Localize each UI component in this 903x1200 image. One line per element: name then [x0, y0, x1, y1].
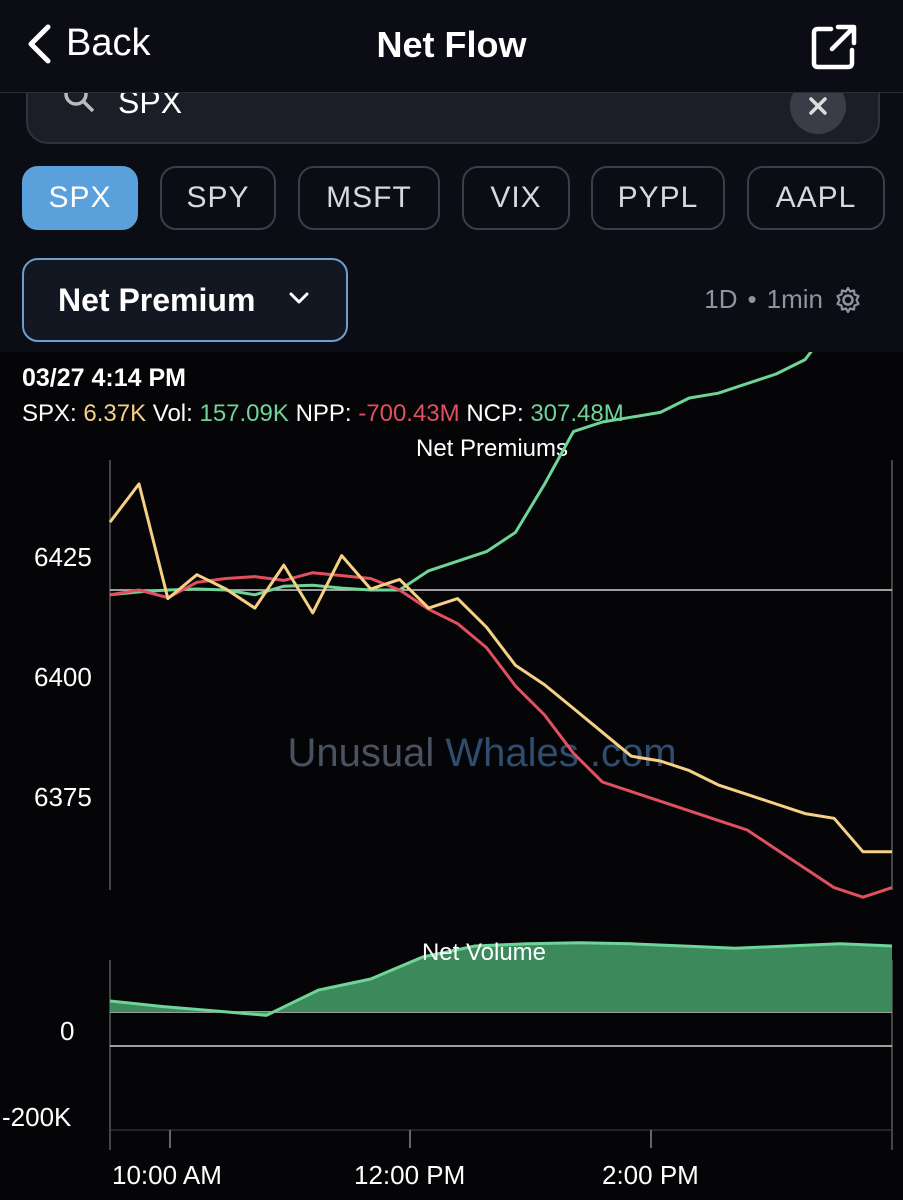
- crosshair-values: SPX: 6.37K Vol: 157.09K NPP: -700.43M NC…: [22, 400, 624, 428]
- timeframe-setting[interactable]: 1D • 1min: [704, 284, 863, 315]
- series-line-ncp: [109, 352, 813, 597]
- chevron-down-icon: [289, 292, 309, 304]
- chip-aapl[interactable]: AAPL: [747, 166, 885, 230]
- vol-label: Vol:: [152, 400, 193, 427]
- watermark-part1: Unusual: [287, 731, 434, 775]
- ticker-chips: SPX SPY MSFT VIX PYPL AAPL: [0, 166, 903, 234]
- x-tick-label: 12:00 PM: [354, 1160, 466, 1190]
- dropdown-label: Net Premium: [58, 281, 256, 318]
- watermark-part3: .com: [590, 731, 677, 775]
- timeframe-range: 1D: [704, 284, 738, 314]
- spx-label: SPX:: [22, 400, 77, 427]
- watermark-part2: Whales: [445, 731, 578, 775]
- x-tick-label: 2:00 PM: [602, 1160, 699, 1190]
- chip-vix[interactable]: VIX: [462, 166, 570, 230]
- page-title: Net Flow: [376, 24, 527, 65]
- volume-y-tick-label: 0: [60, 1016, 75, 1046]
- back-button[interactable]: Back: [26, 22, 150, 65]
- gear-icon[interactable]: [833, 285, 863, 315]
- close-icon: [809, 97, 827, 115]
- x-tick-label: 10:00 AM: [112, 1160, 222, 1190]
- chart-title-net-volume: Net Volume: [422, 939, 546, 966]
- series-line-spx: [108, 482, 892, 854]
- chip-spx[interactable]: SPX: [22, 166, 138, 230]
- nav-header: Back Net Flow: [0, 0, 903, 93]
- timeframe-separator: •: [747, 284, 757, 314]
- metric-dropdown[interactable]: Net Premium: [22, 258, 348, 342]
- net-volume-line: [109, 941, 893, 1017]
- npp-label: NPP:: [295, 400, 352, 427]
- volume-y-tick-label: -200K: [2, 1102, 72, 1132]
- chart-panel: [0, 352, 903, 1200]
- chip-msft[interactable]: MSFT: [298, 166, 440, 230]
- y-tick-label: 6425: [34, 542, 92, 572]
- series-line-npp: [109, 571, 893, 899]
- chip-spy[interactable]: SPY: [160, 166, 276, 230]
- vol-value: 157.09K: [199, 400, 289, 427]
- npp-value: -700.43M: [358, 400, 460, 427]
- volume-layer: [109, 941, 893, 1017]
- chip-pypl[interactable]: PYPL: [591, 166, 725, 230]
- back-label: Back: [66, 22, 151, 64]
- chevron-left-icon: [28, 24, 51, 63]
- spx-value: 6.37K: [83, 400, 147, 427]
- lines-layer: [108, 352, 893, 899]
- chart-title-net-premiums: Net Premiums: [416, 435, 568, 462]
- watermark: Unusual Whales .com: [287, 731, 676, 775]
- y-tick-label: 6375: [34, 782, 92, 812]
- y-tick-label: 6400: [34, 662, 92, 692]
- net-flow-chart[interactable]: Net Premiums Unusual Whales .com Net Vol…: [0, 352, 903, 1200]
- crosshair-timestamp: 03/27 4:14 PM: [22, 364, 186, 392]
- timeframe-interval: 1min: [766, 284, 823, 314]
- ncp-label: NCP:: [466, 400, 524, 427]
- share-icon[interactable]: [809, 22, 859, 72]
